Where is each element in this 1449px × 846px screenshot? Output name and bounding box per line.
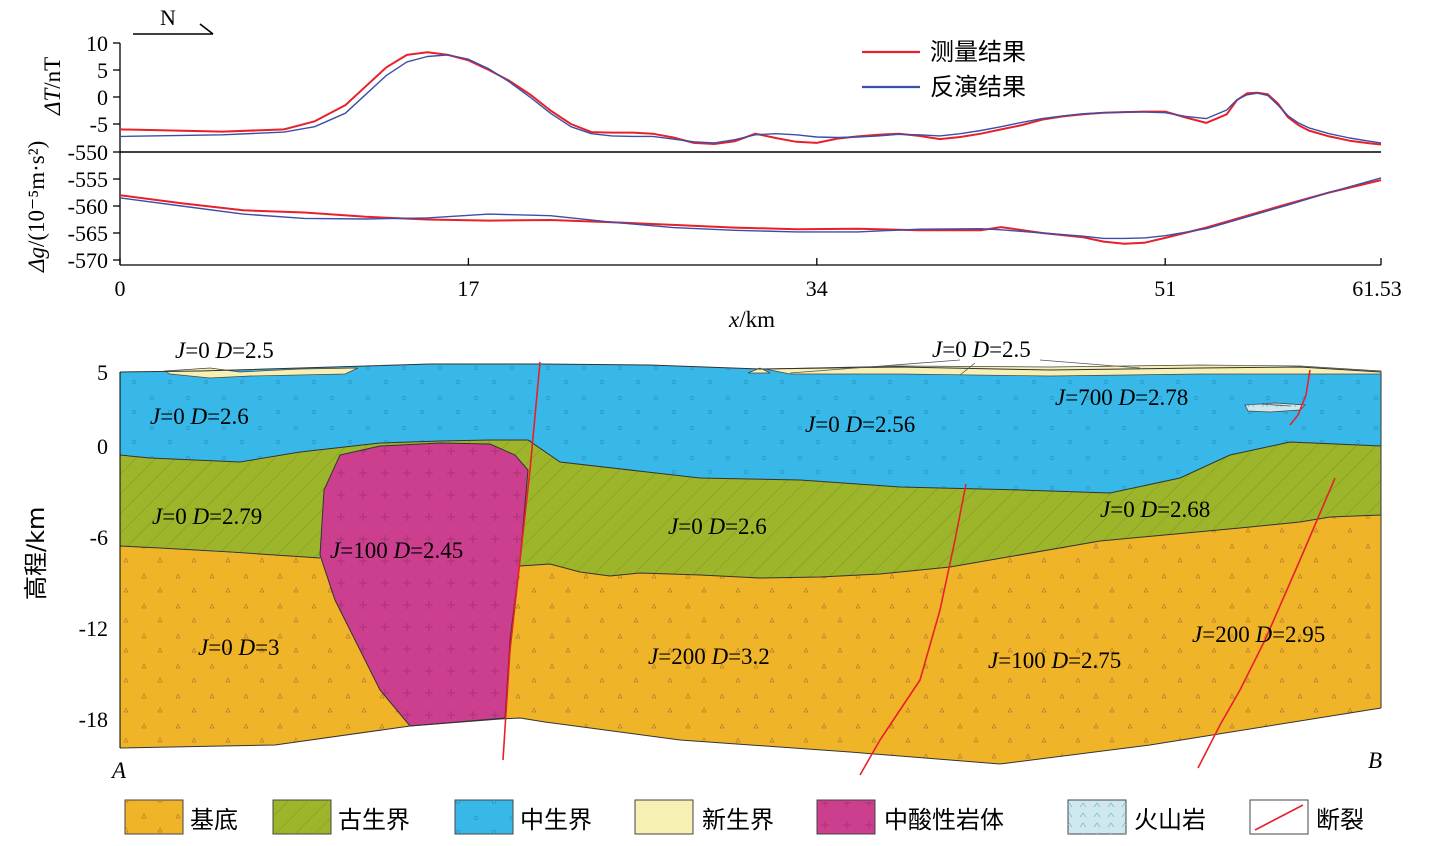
mag-y-axis-title: ΔT/nT [40,57,65,116]
unit-legend: 基底 古生界 中生界 新生界 中酸性岩体 火山岩 断裂 [124,799,1364,835]
grav-series-group [119,177,1382,245]
leader-line [789,359,961,374]
grav-ytick-label: -565 [68,221,108,246]
north-label: N [160,5,176,30]
north-arrow: N [133,5,214,35]
unit-label-paleo-right: J=0 D=2.68 [1100,497,1210,522]
fault-line [502,361,541,761]
legend-label-measured: 测量结果 [930,38,1026,66]
x-axis-title: x/km [728,307,775,332]
section-ytick-label: -12 [79,616,108,641]
unit-label-base-left: J=0 D=3 [198,635,280,660]
legend-item-label: 新生界 [702,806,774,834]
unit-label-cenozoic-right: J=0 D=2.5 [932,337,1031,362]
legend-item-label: 基底 [190,806,238,834]
unit-labels: J=0 D=2.5 J=0 D=2.5 J=0 D=2.6 J=0 D=2.56 J=7… [150,337,1325,673]
cross-section: 5 0 -6 -12 -18 高程/km A B J=0 D=2.5 J=0 D=… [22,337,1382,783]
grav-series-measured [119,179,1382,245]
leader-line [1039,359,1141,369]
x-tick-label: 51 [1154,276,1176,301]
legend-item-label: 古生界 [338,806,410,834]
legend: 测量结果 反演结果 [862,38,1026,101]
x-tick-label: 34 [806,276,828,301]
legend-item-paleozoic: 古生界 [272,799,410,835]
endpoint-label-b: B [1368,748,1382,773]
x-tick-label: 61.53 [1352,276,1402,301]
x-tick-label: 0 [115,276,126,301]
fault-line [859,483,967,776]
fault-line [1289,369,1311,426]
legend-item-volcanic: 火山岩 [1067,799,1206,835]
x-tick-label: 17 [457,276,479,301]
mag-ytick-label: 0 [97,85,108,110]
unit-boundaries [119,363,1382,765]
unit-label-base-right2: J=200 D=2.95 [1192,622,1325,647]
gravity-panel: -550 -555 -560 -565 -570 Δg/(10⁻⁵m·s²) 0… [24,140,1402,332]
mag-ytick-label: -5 [90,112,108,137]
mag-series-group [119,51,1382,146]
legend-item-basement: 基底 [124,799,238,835]
legend-item-cenozoic: 新生界 [634,799,774,835]
unit-label-volcanic: J=700 D=2.78 [1055,385,1188,410]
grav-ytick-label: -555 [68,167,108,192]
grav-ytick-label: -570 [68,248,108,273]
section-ytick-label: -18 [79,707,108,732]
legend-label-inverted: 反演结果 [930,73,1026,101]
legend-item-label: 中酸性岩体 [884,806,1004,834]
unit-label-intrusion: J=100 D=2.45 [330,538,463,563]
unit-label-paleo-mid: J=0 D=2.6 [668,514,767,539]
faults [502,361,1336,776]
magnetic-panel: 10 5 0 -5 ΔT/nT 测量结果 反演结果 [40,31,1382,152]
unit-label-meso-mid: J=0 D=2.56 [805,412,915,437]
section-ytick-label: -6 [90,525,108,550]
grav-ytick-label: -550 [68,140,108,165]
leader-line [959,362,976,376]
section-ytick-label: 0 [97,434,108,459]
mag-series-inverted [119,54,1382,144]
legend-item-mesozoic: 中生界 [454,799,592,835]
mag-ytick-label: 5 [97,58,108,83]
grav-series-inverted [119,177,1382,240]
unit-label-base-mid: J=200 D=3.2 [648,644,770,669]
unit-label-base-right1: J=100 D=2.75 [988,648,1121,673]
legend-item-intrusion: 中酸性岩体 [816,799,1004,835]
legend-item-label: 中生界 [520,806,592,834]
unit-label-meso-left: J=0 D=2.6 [150,404,249,429]
mag-series-measured [119,51,1382,146]
leader-line [1259,403,1291,407]
mag-ytick-label: 10 [86,31,108,56]
section-ytick-label: 5 [97,360,108,385]
unit-label-cenozoic-left: J=0 D=2.5 [175,338,274,363]
section-y-axis-title: 高程/km [22,507,50,600]
grav-ytick-label: -560 [68,194,108,219]
unit-label-paleo-left: J=0 D=2.79 [152,504,262,529]
fault-line [1197,477,1336,769]
legend-item-fault: 断裂 [1249,799,1364,835]
x-ticks-group: 0 17 34 51 61.53 [115,258,1402,301]
endpoint-label-a: A [110,758,127,783]
legend-item-label: 火山岩 [1134,806,1206,834]
grav-y-axis-title: Δg/(10⁻⁵m·s²) [24,141,49,273]
legend-item-label: 断裂 [1316,806,1364,834]
